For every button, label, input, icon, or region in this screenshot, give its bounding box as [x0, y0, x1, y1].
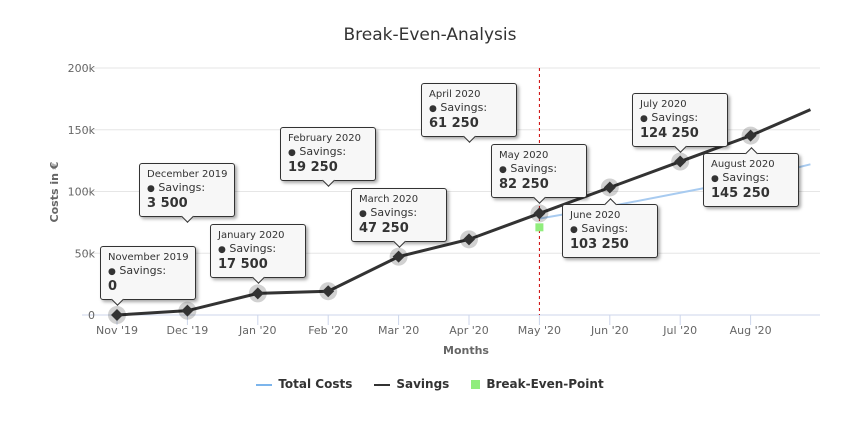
savings-point[interactable]: [533, 207, 546, 220]
tooltip-body: ● Savings:: [429, 101, 509, 116]
tooltip-label: Savings:: [229, 242, 277, 255]
legend-label: Break-Even-Point: [486, 377, 604, 391]
tooltip-title: July 2020: [640, 99, 687, 110]
x-tick-label: Feb '20: [308, 324, 348, 337]
tooltip-body: ● Savings:: [499, 162, 579, 177]
chart-title: Break-Even-Analysis: [344, 25, 517, 45]
tooltip-label: Savings:: [510, 162, 558, 175]
y-tick-label: 0: [88, 309, 95, 322]
tooltip-title: June 2020: [570, 210, 621, 221]
x-tick-label: Jan '20: [238, 324, 276, 337]
tooltip-value: 103 250: [570, 237, 629, 252]
tooltip-value: 61 250: [429, 116, 479, 131]
x-tick-label: Dec '19: [166, 324, 208, 337]
savings-point[interactable]: [251, 287, 264, 300]
tooltip-label: Savings:: [119, 264, 167, 277]
tooltip-value: 3 500: [147, 196, 188, 211]
y-tick-label: 50k: [75, 247, 96, 260]
bullet-icon: ●: [429, 104, 437, 114]
tooltip-value: 82 250: [499, 177, 549, 192]
tooltip-label: Savings:: [440, 101, 488, 114]
tooltip-value: 47 250: [359, 221, 409, 236]
tooltip: May 2020 ● Savings: 82 250: [491, 144, 587, 204]
bullet-icon: ●: [711, 174, 719, 184]
savings-point[interactable]: [674, 155, 687, 168]
savings-point[interactable]: [392, 250, 405, 263]
x-tick-label: Nov '19: [96, 324, 138, 337]
tooltip: November 2019 ● Savings: 0: [100, 246, 196, 306]
tooltip-title: August 2020: [711, 159, 775, 170]
tooltip: June 2020 ● Savings: 103 250: [562, 198, 658, 258]
tooltip-label: Savings:: [722, 171, 770, 184]
y-tick-label: 150k: [68, 124, 96, 137]
tooltip: January 2020 ● Savings: 17 500: [210, 224, 306, 284]
bullet-icon: ●: [218, 245, 226, 255]
savings-point[interactable]: [603, 181, 616, 194]
savings-point[interactable]: [111, 309, 123, 321]
tooltip-label: Savings:: [158, 181, 206, 194]
tooltip-title: February 2020: [288, 133, 361, 144]
tooltip-label: Savings:: [370, 206, 418, 219]
bullet-icon: ●: [499, 165, 507, 175]
tooltip-label: Savings:: [651, 111, 699, 124]
savings-point[interactable]: [463, 233, 475, 246]
tooltip-body: ● Savings:: [147, 181, 227, 196]
tooltip-title: April 2020: [429, 89, 481, 100]
bullet-icon: ●: [147, 184, 155, 194]
legend-label: Total Costs: [278, 377, 353, 391]
bullet-icon: ●: [640, 114, 648, 124]
tooltip-body: ● Savings:: [288, 145, 368, 160]
bullet-icon: ●: [108, 267, 116, 277]
y-tick-label: 100k: [68, 186, 96, 199]
legend-item-break-even[interactable]: Break-Even-Point: [471, 377, 604, 391]
tooltip-body: ● Savings:: [108, 264, 188, 279]
break-even-point[interactable]: [535, 223, 544, 232]
tooltip: December 2019 ● Savings: 3 500: [139, 163, 235, 223]
x-tick-label: Jul '20: [662, 324, 697, 337]
savings-point[interactable]: [181, 304, 194, 317]
tooltip-title: March 2020: [359, 194, 419, 205]
tooltip-body: ● Savings:: [711, 171, 791, 186]
tooltip-body: ● Savings:: [640, 111, 720, 126]
x-tick-label: May '20: [518, 324, 561, 337]
y-axis-title: Costs in €: [48, 162, 61, 223]
x-tick-label: Jun '20: [590, 324, 629, 337]
x-axis-title: Months: [443, 344, 489, 357]
y-tick-label: 200k: [68, 62, 96, 75]
tooltip: July 2020 ● Savings: 124 250: [632, 93, 728, 153]
tooltip-label: Savings:: [581, 222, 629, 235]
x-tick-label: Mar '20: [378, 324, 419, 337]
legend: Total Costs Savings Break-Even-Point: [0, 377, 860, 391]
tooltip-value: 17 500: [218, 257, 268, 272]
savings-point[interactable]: [744, 129, 757, 142]
legend-item-savings[interactable]: Savings: [374, 377, 449, 391]
bullet-icon: ●: [359, 209, 367, 219]
x-tick-label: Apr '20: [449, 324, 489, 337]
savings-point[interactable]: [322, 285, 335, 298]
tooltip-body: ● Savings:: [359, 206, 439, 221]
tooltip: April 2020 ● Savings: 61 250: [421, 83, 517, 143]
tooltip-value: 0: [108, 279, 118, 294]
tooltip-label: Savings:: [299, 145, 347, 158]
tooltip-body: ● Savings:: [570, 222, 650, 237]
x-tick-label: Aug '20: [730, 324, 772, 337]
legend-item-total-costs[interactable]: Total Costs: [256, 377, 352, 391]
tooltip-title: January 2020: [218, 230, 285, 241]
tooltip-title: December 2019: [147, 169, 228, 180]
tooltip: February 2020 ● Savings: 19 250: [280, 127, 376, 187]
tooltip-body: ● Savings:: [218, 242, 298, 257]
bullet-icon: ●: [570, 225, 578, 235]
legend-label: Savings: [396, 377, 450, 391]
tooltip: August 2020 ● Savings: 145 250: [703, 147, 799, 207]
tooltip-title: May 2020: [499, 150, 549, 161]
tooltip-value: 145 250: [711, 186, 770, 201]
tooltip-value: 124 250: [640, 126, 699, 141]
bullet-icon: ●: [288, 148, 296, 158]
tooltip: March 2020 ● Savings: 47 250: [351, 188, 447, 248]
tooltip-title: November 2019: [108, 252, 189, 263]
tooltip-value: 19 250: [288, 160, 338, 175]
